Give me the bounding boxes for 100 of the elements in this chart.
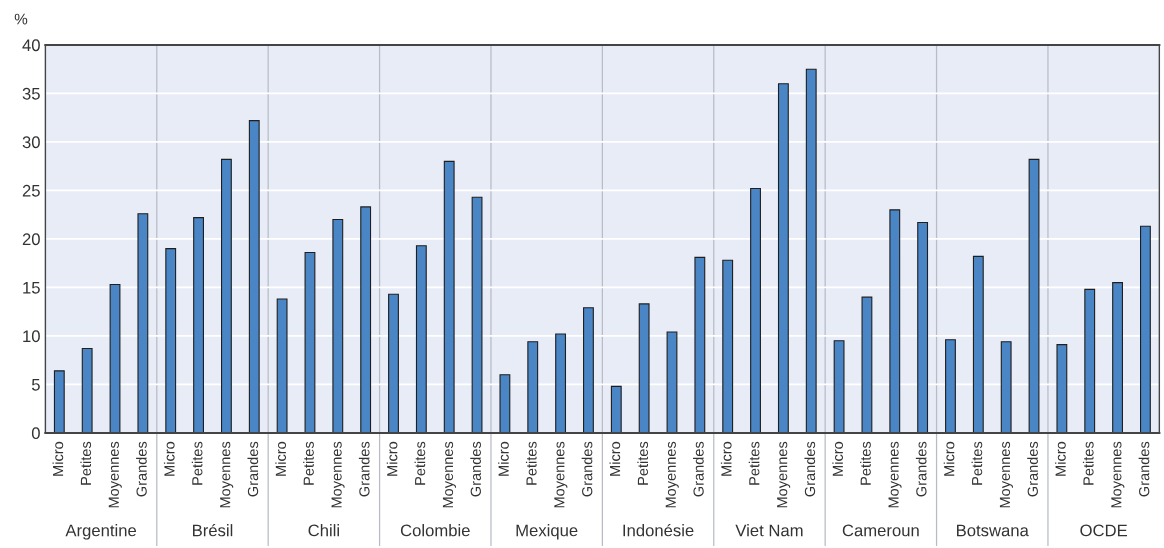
text: Brésil: [193, 523, 233, 537]
bar: [220, 158, 232, 433]
bar: [972, 255, 984, 433]
bar: [722, 259, 734, 433]
x-tick-label: Petites: [637, 441, 649, 485]
x-tick-label: Petites: [1082, 441, 1094, 485]
text: Botswana: [957, 524, 1029, 537]
bar: [750, 187, 761, 433]
x-tick-label: Grandes: [136, 441, 147, 497]
y-tick-label: 0: [31, 427, 40, 440]
x-tick-label: Grandes: [1138, 441, 1150, 497]
bar: [360, 206, 372, 433]
bar: [53, 370, 65, 433]
bar: [777, 83, 789, 433]
x-tick-label: Petites: [525, 441, 537, 485]
y-tick-label: 40: [22, 39, 40, 52]
bar: [583, 307, 594, 433]
bar: [638, 303, 650, 433]
bar: [555, 333, 567, 433]
bar: [415, 245, 427, 433]
bar: [193, 217, 204, 433]
text: Indonésie: [623, 523, 694, 537]
x-tick-label: Micro: [498, 441, 509, 476]
x-tick-label: Micro: [609, 441, 621, 476]
bar: [248, 120, 260, 433]
x-tick-label: Grandes: [1027, 441, 1038, 497]
x-tick-label: Grandes: [693, 441, 704, 497]
x-tick-label: Petites: [414, 441, 426, 485]
text: Mexique: [516, 524, 578, 540]
bar: [917, 221, 929, 433]
bar: [833, 340, 845, 433]
x-tick-label: Grandes: [804, 441, 816, 497]
bar: [527, 341, 539, 433]
x-tick-label: Micro: [720, 441, 732, 476]
x-tick-label: Micro: [275, 441, 287, 476]
text: Chili: [308, 524, 339, 537]
x-tick-label: Moyennes: [777, 441, 791, 508]
bar: [137, 213, 149, 433]
x-tick-label: Micro: [386, 441, 398, 476]
x-tick-label: Grandes: [915, 441, 927, 497]
y-tick-label: 35: [22, 87, 40, 100]
text: Viet Nam: [735, 524, 803, 537]
bar: [1056, 344, 1068, 433]
x-tick-label: Petites: [303, 441, 314, 485]
x-tick-label: Petites: [191, 441, 203, 485]
x-tick-label: Moyennes: [331, 441, 345, 508]
x-tick-label: Grandes: [358, 441, 370, 497]
x-tick-label: Moyennes: [665, 441, 679, 508]
x-tick-label: Micro: [52, 441, 64, 476]
x-tick-label: Moyennes: [442, 441, 456, 508]
y-tick-label: 15: [23, 282, 40, 294]
x-tick-label: Grandes: [581, 441, 593, 497]
bar: [1084, 288, 1096, 433]
bar: [889, 209, 901, 433]
text: OCDE: [1080, 524, 1128, 537]
y-tick-label: 10: [23, 330, 40, 343]
x-tick-label: Moyennes: [108, 441, 122, 508]
y-axis-title: %: [14, 13, 28, 25]
text: Cameroun: [842, 524, 919, 537]
bar: [81, 347, 93, 433]
bar: [1112, 282, 1123, 433]
x-tick-label: Grandes: [470, 441, 481, 497]
x-tick-label: Petites: [748, 441, 760, 485]
bar: [276, 298, 288, 433]
bar: [165, 248, 177, 433]
bar: [610, 385, 622, 433]
bar: [471, 196, 483, 433]
bar: [332, 218, 344, 433]
x-tick-label: Micro: [163, 441, 175, 476]
bar: [666, 331, 678, 433]
x-tick-label: Moyennes: [999, 441, 1013, 508]
bar: [805, 68, 817, 433]
bar: [1000, 341, 1012, 433]
bar: [694, 256, 706, 433]
text: Argentine: [65, 524, 137, 540]
x-tick-label: Grandes: [247, 441, 259, 497]
text: Colombie: [400, 524, 470, 537]
bar: [388, 293, 399, 433]
bar: [109, 283, 121, 433]
x-tick-label: Moyennes: [554, 441, 568, 508]
bar: [304, 251, 316, 433]
x-tick-label: Micro: [943, 441, 955, 476]
y-tick-label: 5: [31, 378, 40, 391]
x-tick-label: Micro: [1055, 441, 1066, 476]
x-tick-label: Micro: [832, 441, 843, 476]
y-tick-label: 30: [22, 136, 40, 149]
x-tick-label: Moyennes: [1111, 441, 1125, 508]
y-tick-label: 25: [22, 184, 40, 197]
x-tick-label: Petites: [860, 441, 871, 485]
x-tick-label: Moyennes: [888, 441, 902, 508]
bar: [861, 296, 873, 433]
x-tick-label: Moyennes: [220, 441, 234, 508]
bar: [443, 160, 455, 433]
bar: [1139, 225, 1151, 433]
x-tick-label: Petites: [80, 441, 92, 485]
bar: [1028, 158, 1040, 433]
y-tick-label: 20: [22, 233, 40, 246]
x-tick-label: Petites: [971, 441, 983, 485]
bar: [499, 374, 511, 433]
bar: [945, 339, 956, 433]
